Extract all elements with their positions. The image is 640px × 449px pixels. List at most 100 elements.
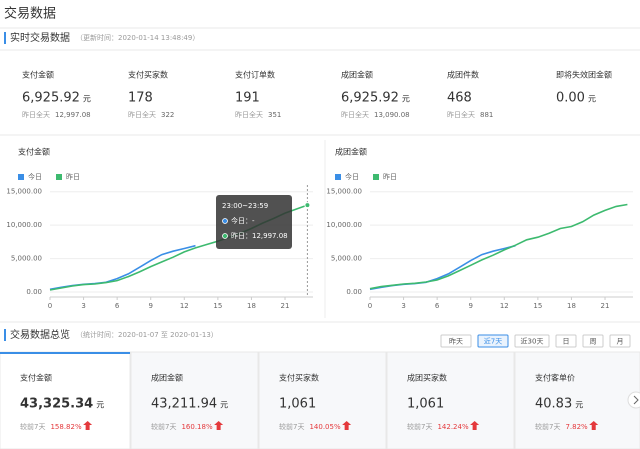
- x-tick-label: 3: [81, 302, 85, 310]
- tab[interactable]: [477, 334, 509, 348]
- x-tick-label: 21: [601, 302, 610, 310]
- card-label: 支付客单价: [535, 373, 575, 383]
- compare-label: 昨日全天: [341, 110, 369, 119]
- x-tick-label: 12: [180, 302, 189, 310]
- legend-swatch: [335, 174, 341, 180]
- x-tick-label: 12: [500, 302, 509, 310]
- scroll-arrow[interactable]: [633, 395, 639, 405]
- tooltip-line: 今日：-: [231, 216, 255, 225]
- series-line: [369, 244, 516, 291]
- card-value: 1,061: [279, 397, 316, 412]
- x-tick-label: 6: [115, 302, 120, 310]
- up-arrow: [342, 421, 352, 430]
- tooltip-dot: [222, 218, 228, 224]
- legend-swatch: [18, 174, 24, 180]
- section-title: 交易数据总览: [10, 328, 70, 341]
- x-tick-label: 6: [435, 302, 440, 310]
- series-line: [369, 203, 628, 290]
- compare-label: 昨日全天: [235, 110, 263, 119]
- compare-value: 13,090.08: [374, 111, 410, 119]
- page-title: 交易数据: [4, 6, 56, 22]
- change: 160.18%: [181, 423, 212, 431]
- tab-label[interactable]: 月: [617, 338, 624, 346]
- compare-label: 较前7天: [407, 422, 432, 431]
- metric-label: 支付金额: [22, 70, 54, 80]
- card-unit: 元: [575, 401, 583, 410]
- compare-label: 昨日全天: [128, 110, 156, 119]
- tab-label[interactable]: 周: [590, 338, 597, 346]
- x-tick-label: 0: [368, 302, 372, 310]
- tab[interactable]: [555, 334, 577, 348]
- compare-value: 12,997.08: [55, 111, 91, 119]
- legend-label: 今日: [28, 172, 42, 181]
- legend-swatch: [56, 174, 62, 180]
- compare-value: 881: [480, 111, 493, 119]
- metric-unit: 元: [588, 95, 596, 104]
- tab[interactable]: [609, 334, 631, 348]
- tooltip-dot: [222, 233, 228, 239]
- tab-label[interactable]: 日: [563, 338, 570, 346]
- legend-label: 昨日: [66, 172, 80, 181]
- x-tick-label: 3: [401, 302, 405, 310]
- card-unit: 元: [220, 401, 228, 410]
- change: 142.24%: [437, 423, 468, 431]
- metric-value: 468: [447, 91, 472, 106]
- change: 140.05%: [309, 423, 340, 431]
- period: （统计时间：2020-01-07 至 2020-01-13）: [76, 330, 218, 339]
- card-value: 1,061: [407, 397, 444, 412]
- card[interactable]: [0, 351, 131, 449]
- tab-label[interactable]: 昨天: [449, 337, 463, 346]
- compare-label: 较前7天: [151, 422, 176, 431]
- y-tick-label: 15,000.00: [326, 188, 362, 196]
- metric-label: 支付订单数: [235, 70, 275, 80]
- tab[interactable]: [582, 334, 604, 348]
- change: 7.82%: [565, 423, 588, 431]
- compare-value: 351: [268, 111, 281, 119]
- card[interactable]: [386, 351, 515, 449]
- compare-label: 较前7天: [20, 422, 45, 431]
- tooltip-title: 23:00~23:59: [222, 202, 268, 210]
- section-title: 实时交易数据: [10, 31, 70, 44]
- section-bar: [4, 32, 6, 44]
- tab[interactable]: [440, 334, 472, 348]
- tab-label[interactable]: 近30天: [521, 337, 544, 346]
- section-bar: [4, 329, 6, 341]
- metric-label: 成团件数: [447, 70, 479, 80]
- compare-label: 较前7天: [535, 422, 560, 431]
- x-tick-label: 21: [281, 302, 290, 310]
- y-tick-label: 5,000.00: [11, 255, 42, 263]
- y-tick-label: 0.00: [346, 288, 362, 296]
- metric-label: 成团金额: [341, 70, 373, 80]
- scroll-button[interactable]: [627, 391, 640, 409]
- hover-point: [304, 202, 311, 209]
- update-time: （更新时间：2020-01-14 13:48:49）: [76, 33, 199, 42]
- card-label: 支付买家数: [279, 373, 319, 383]
- card[interactable]: [130, 351, 259, 449]
- card-label: 成团买家数: [407, 373, 447, 383]
- tab-label[interactable]: 近7天: [484, 337, 502, 346]
- tooltip: [216, 195, 292, 249]
- card-value: 40.83: [535, 397, 572, 412]
- tab[interactable]: [514, 334, 550, 348]
- legend-label: 今日: [345, 172, 359, 181]
- up-arrow: [589, 421, 599, 430]
- metric-unit: 元: [402, 95, 410, 104]
- x-tick-label: 18: [567, 302, 576, 310]
- change: 158.82%: [50, 423, 81, 431]
- card[interactable]: [258, 351, 387, 449]
- series-line: [49, 244, 196, 291]
- metric-value: 191: [235, 91, 260, 106]
- card-value: 43,211.94: [151, 397, 217, 412]
- metric-value: 0.00: [556, 91, 585, 106]
- card-unit: 元: [96, 401, 104, 410]
- compare-value: 322: [161, 111, 174, 119]
- card-label: 成团金额: [151, 373, 183, 383]
- chart-title: 成团金额: [335, 147, 367, 157]
- x-tick-label: 9: [468, 302, 472, 310]
- x-tick-label: 15: [533, 302, 542, 310]
- card-label: 支付金额: [20, 373, 52, 383]
- card[interactable]: [514, 351, 640, 449]
- tooltip-line: 昨日：12,997.08: [231, 231, 288, 240]
- compare-label: 较前7天: [279, 422, 304, 431]
